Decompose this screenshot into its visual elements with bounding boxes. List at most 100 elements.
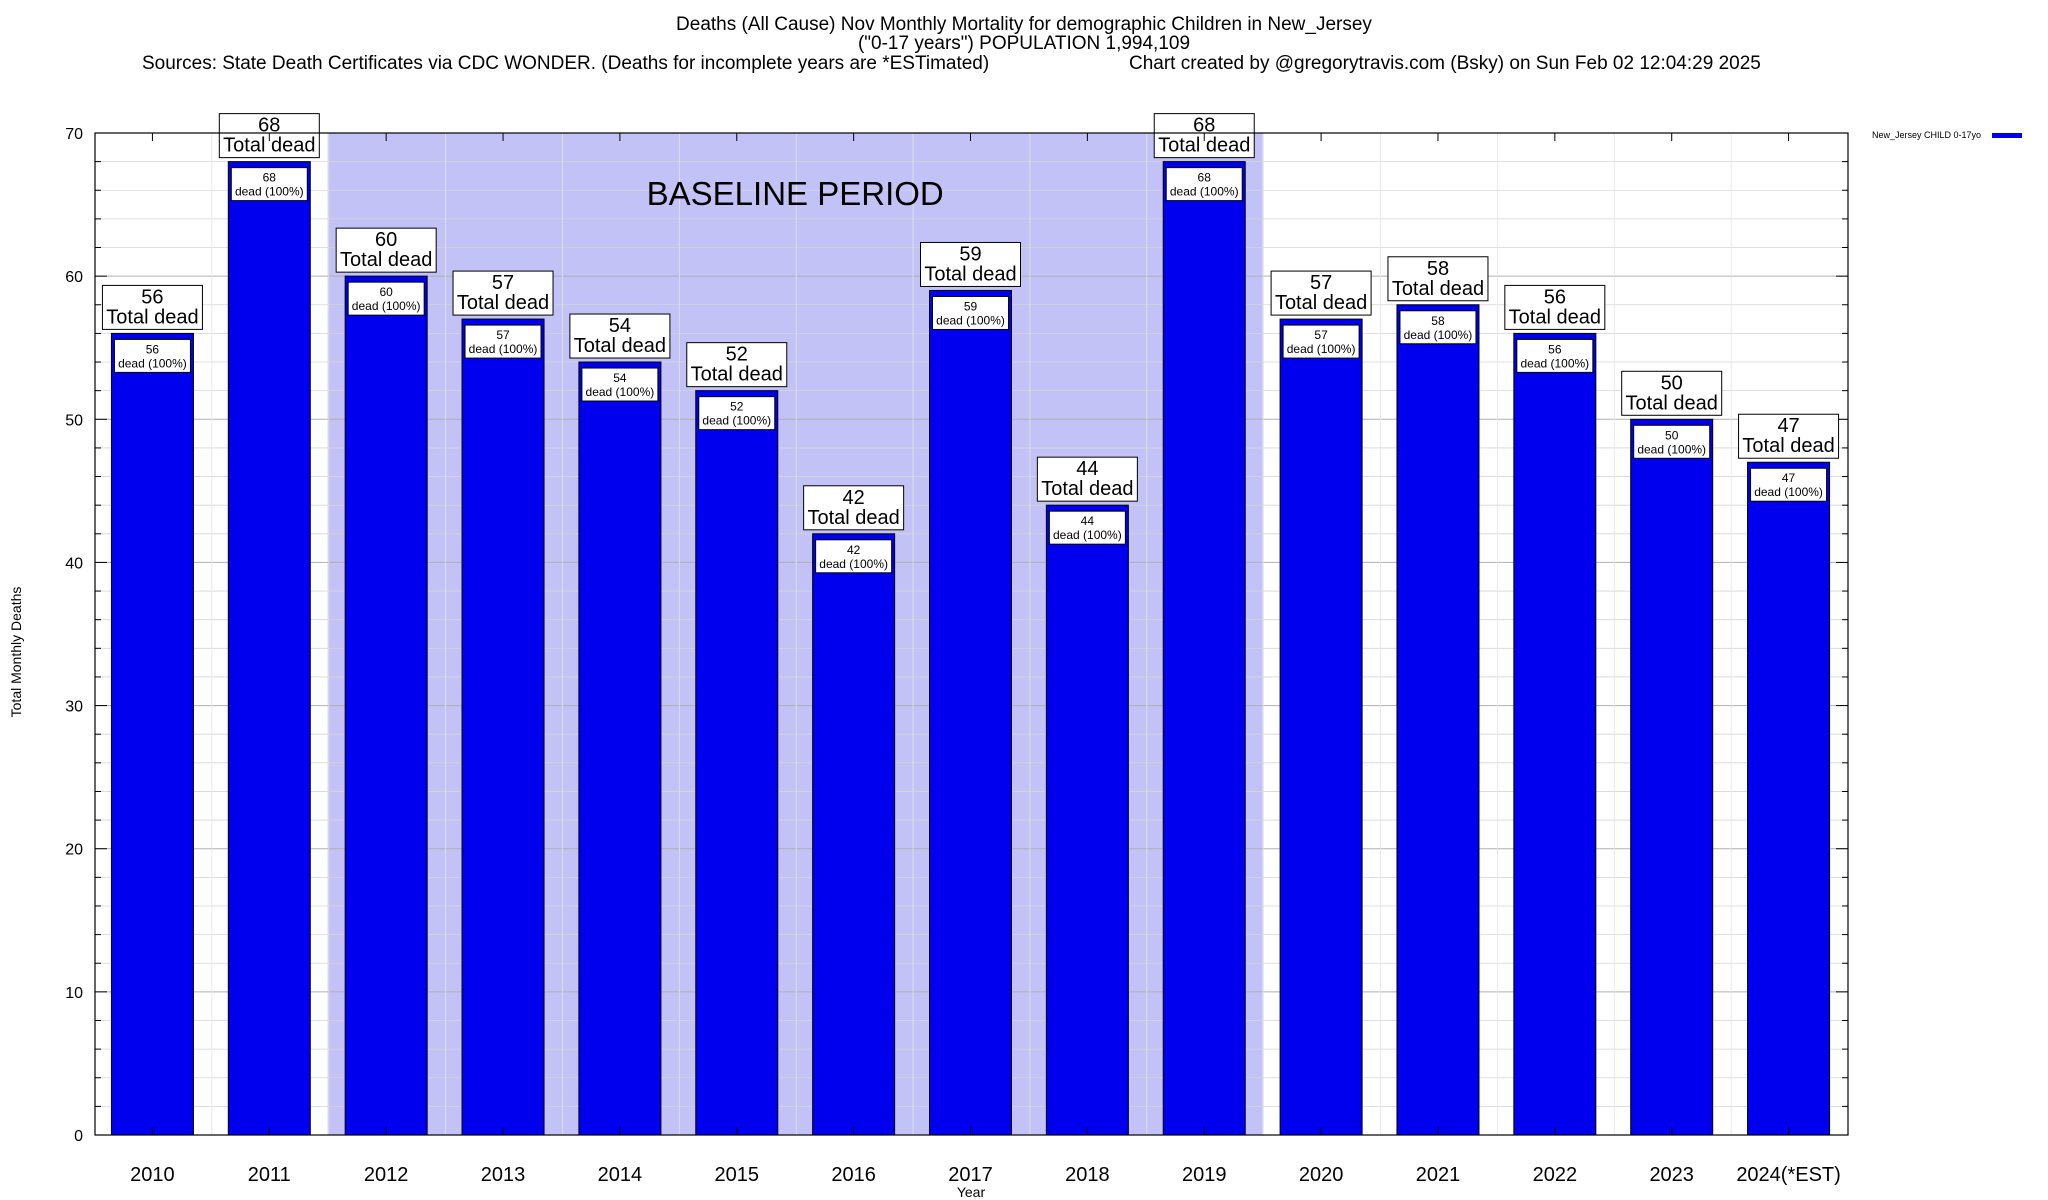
bar-2010 [110, 332, 194, 1136]
bar-total-label: Total dead [1626, 392, 1718, 414]
bar-total-label: Total dead [1742, 435, 1834, 457]
legend-swatch [1991, 133, 2022, 139]
bar-2013 [461, 318, 545, 1136]
bar-2014 [578, 361, 662, 1136]
bar-total-label-box [1036, 456, 1138, 502]
bar-total-label: Total dead [807, 507, 899, 529]
x-tick-label: 2012 [364, 1164, 409, 1186]
bar-total-value: 58 [1427, 258, 1449, 280]
bar-inner-label-box [113, 338, 191, 373]
bar-total-label-box [1270, 270, 1372, 316]
x-tick-label: 2014 [598, 1164, 643, 1186]
bar-total-value: 57 [492, 272, 514, 294]
bar-total-value: 50 [1661, 372, 1683, 394]
bar-total-value: 44 [1076, 458, 1098, 480]
bar-inner-label-box [1516, 338, 1594, 373]
bar-total-label: Total dead [1275, 292, 1367, 314]
bar-inner-label-box [1165, 167, 1243, 202]
bar-inner-percent: dead (100%) [1053, 528, 1122, 542]
bar-inner-value: 50 [1665, 428, 1679, 442]
bar-total-label-box [335, 227, 437, 273]
bar-inner-label-box [581, 367, 659, 402]
x-tick-label: 2013 [481, 1164, 526, 1186]
bar-total-value: 47 [1777, 415, 1799, 437]
bar-inner-label-box [230, 167, 308, 202]
bar-total-label-box [452, 270, 554, 316]
bar-inner-value: 42 [847, 543, 861, 557]
bar-inner-percent: dead (100%) [1637, 442, 1706, 456]
bar-inner-value: 52 [730, 400, 744, 414]
y-axis-label: Total Monthly Deaths [8, 587, 24, 718]
bar-total-value: 68 [258, 115, 280, 137]
bar-total-value: 68 [1193, 115, 1215, 137]
y-tick-label: 0 [74, 1128, 83, 1145]
created-note: Chart created by @gregorytravis.com (Bsk… [1129, 53, 1761, 74]
bar-inner-percent: dead (100%) [1287, 342, 1356, 356]
bar-total-label: Total dead [1158, 135, 1250, 157]
bar-inner-percent: dead (100%) [1404, 328, 1473, 342]
bar-total-value: 57 [1310, 272, 1332, 294]
bar-inner-label-box [1048, 510, 1126, 545]
bar-2024(*EST) [1747, 461, 1831, 1136]
bar-2016 [812, 533, 896, 1136]
x-axis-label: Year [957, 1184, 986, 1200]
x-tick-label: 2017 [948, 1164, 993, 1186]
y-tick-label: 10 [65, 985, 83, 1002]
bar-2012 [344, 275, 428, 1136]
bar-total-label: Total dead [1392, 278, 1484, 300]
bar-total-label: Total dead [340, 249, 432, 271]
bar-inner-percent: dead (100%) [469, 342, 538, 356]
x-tick-label: 2016 [831, 1164, 876, 1186]
x-tick-label: 2018 [1065, 1164, 1110, 1186]
x-tick-label: 2019 [1182, 1164, 1227, 1186]
bar-2017 [929, 289, 1012, 1136]
bar-inner-label-box [932, 295, 1009, 330]
bar-inner-label-box [815, 539, 893, 574]
bar-total-label: Total dead [1509, 306, 1601, 328]
bar-2021 [1396, 304, 1480, 1136]
y-tick-label: 20 [65, 842, 83, 859]
bar-inner-percent: dead (100%) [235, 185, 304, 199]
x-tick-label: 2021 [1416, 1164, 1461, 1186]
bar-inner-label-box [1750, 467, 1828, 502]
x-tick-label: 2010 [130, 1164, 175, 1186]
bar-inner-percent: dead (100%) [586, 385, 655, 399]
bar-inner-percent: dead (100%) [819, 557, 888, 571]
bar-inner-percent: dead (100%) [702, 414, 771, 428]
bar-inner-label-box [464, 324, 542, 359]
x-tick-label: 2020 [1299, 1164, 1344, 1186]
bar-total-label-box [1621, 370, 1723, 416]
bar-inner-percent: dead (100%) [1754, 485, 1823, 499]
bar-total-label: Total dead [924, 263, 1016, 285]
bar-inner-label-box [1633, 424, 1711, 459]
x-tick-label: 2015 [715, 1164, 760, 1186]
y-tick-label: 30 [65, 699, 83, 716]
bar-total-value: 56 [1544, 286, 1566, 308]
bar-total-value: 52 [726, 344, 748, 366]
bar-total-label: Total dead [457, 292, 549, 314]
bar-total-value: 54 [609, 315, 631, 337]
bar-total-label-box [569, 313, 671, 359]
plot-frame [94, 132, 1849, 1136]
bar-inner-value: 56 [146, 342, 160, 356]
bar-inner-percent: dead (100%) [352, 299, 421, 313]
x-tick-label: 2022 [1533, 1164, 1578, 1186]
bar-inner-label-box [1399, 310, 1477, 345]
chart-title: Deaths (All Cause) Nov Monthly Mortality… [676, 14, 1372, 35]
bar-total-label: Total dead [223, 135, 315, 157]
bar-total-label-box [1738, 413, 1840, 459]
y-tick-label: 40 [65, 555, 83, 572]
bar-2020 [1279, 318, 1363, 1136]
chart-subtitle: ("0-17 years") POPULATION 1,994,109 [857, 33, 1191, 54]
bar-total-label: Total dead [1041, 478, 1133, 500]
bar-total-label: Total dead [574, 335, 666, 357]
bar-total-value: 59 [959, 243, 981, 265]
bar-total-label-box [920, 241, 1021, 287]
bar-inner-percent: dead (100%) [1520, 356, 1589, 370]
bar-inner-value: 58 [1431, 314, 1445, 328]
bar-total-label-box [1504, 284, 1606, 330]
bar-total-label: Total dead [106, 306, 198, 328]
x-tick-label: 2023 [1649, 1164, 1694, 1186]
bar-total-value: 42 [843, 487, 865, 509]
